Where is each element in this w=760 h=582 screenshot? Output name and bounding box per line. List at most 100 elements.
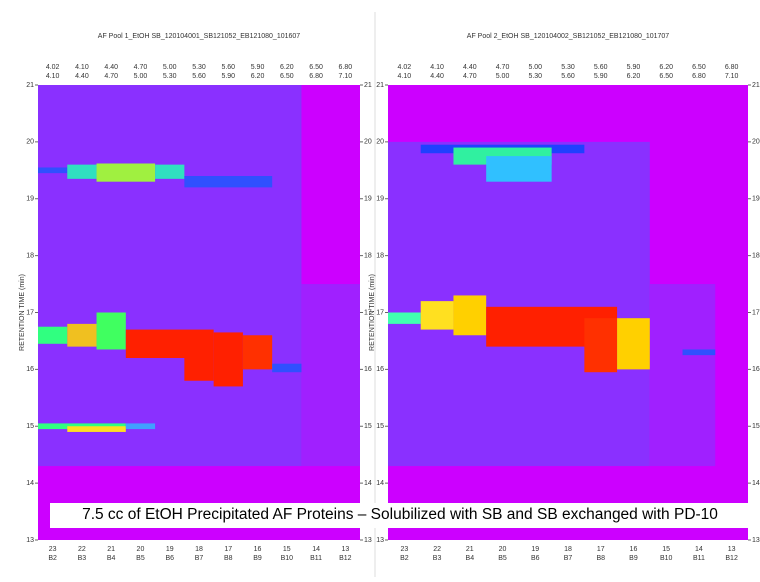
bottom-label: B8: [596, 555, 605, 562]
top-label: 4.70: [104, 73, 118, 80]
top-label: 5.60: [221, 64, 235, 71]
y-tick-label: 19: [376, 196, 384, 203]
top-label: 6.50: [692, 64, 706, 71]
band: [301, 284, 360, 466]
band: [155, 165, 184, 179]
y-tick-label: 14: [364, 480, 372, 487]
band: [650, 284, 715, 466]
top-label: 4.02: [398, 64, 412, 71]
bottom-label: B5: [136, 555, 145, 562]
band: [617, 318, 650, 369]
y-tick-label: 21: [752, 82, 760, 89]
top-label: 5.90: [221, 73, 235, 80]
top-label: 5.00: [134, 73, 148, 80]
bottom-label: B12: [339, 555, 352, 562]
bottom-label: B3: [433, 555, 442, 562]
band: [38, 85, 301, 466]
top-label: 4.40: [75, 73, 89, 80]
bottom-label: 16: [254, 546, 262, 553]
bottom-label: B4: [107, 555, 116, 562]
top-label: 4.10: [75, 64, 89, 71]
y-axis-label: RETENTION TIME (min): [19, 274, 26, 351]
y-tick-label: 15: [376, 423, 384, 430]
bottom-label: B5: [498, 555, 507, 562]
band: [683, 349, 716, 355]
top-label: 6.20: [659, 64, 673, 71]
top-label: 6.20: [280, 64, 294, 71]
top-label: 4.70: [463, 73, 477, 80]
y-tick-label: 14: [752, 480, 760, 487]
bottom-label: 19: [166, 546, 174, 553]
bottom-label: B11: [693, 555, 705, 562]
top-label: 4.70: [134, 64, 148, 71]
bottom-label: B12: [725, 555, 738, 562]
y-tick-label: 16: [376, 366, 384, 373]
bottom-label: B3: [78, 555, 87, 562]
top-label: 5.00: [496, 73, 510, 80]
bottom-label: B7: [195, 555, 204, 562]
top-label: 4.40: [104, 64, 118, 71]
y-tick-label: 19: [26, 196, 34, 203]
y-tick-label: 17: [376, 309, 384, 316]
bottom-label: B2: [48, 555, 57, 562]
top-label: 6.50: [659, 73, 673, 80]
top-label: 4.10: [46, 73, 60, 80]
band: [272, 364, 301, 373]
top-label: 5.30: [528, 73, 542, 80]
bottom-label: 17: [224, 546, 232, 553]
y-tick-label: 16: [364, 366, 372, 373]
top-label: 4.40: [463, 64, 477, 71]
band: [97, 163, 156, 181]
top-label: 5.60: [192, 73, 206, 80]
bottom-label: 15: [283, 546, 291, 553]
band: [38, 327, 67, 344]
top-label: 7.10: [725, 73, 739, 80]
bottom-label: B2: [400, 555, 409, 562]
top-label: 5.90: [251, 64, 265, 71]
band: [126, 330, 214, 358]
y-tick-label: 13: [376, 537, 384, 544]
y-tick-label: 20: [364, 139, 372, 146]
y-tick-label: 16: [752, 366, 760, 373]
bottom-label: 14: [312, 546, 320, 553]
y-tick-label: 20: [26, 139, 34, 146]
caption: 7.5 cc of EtOH Precipitated AF Proteins …: [82, 506, 718, 523]
y-tick-label: 21: [26, 82, 34, 89]
y-tick-label: 15: [752, 423, 760, 430]
bottom-label: B4: [466, 555, 475, 562]
y-tick-label: 14: [26, 480, 34, 487]
bottom-label: B9: [253, 555, 262, 562]
band: [126, 423, 155, 429]
top-label: 5.00: [528, 64, 542, 71]
band: [243, 335, 272, 369]
bottom-label: 22: [433, 546, 441, 553]
top-label: 6.20: [627, 73, 641, 80]
bottom-label: 19: [531, 546, 539, 553]
bottom-label: 21: [107, 546, 115, 553]
panel-title: AF Pool 2_EtOH SB_120104002_SB121052_EB1…: [467, 33, 669, 40]
y-tick-label: 18: [752, 252, 760, 259]
y-tick-label: 17: [26, 309, 34, 316]
bottom-label: B8: [224, 555, 233, 562]
bottom-label: 21: [466, 546, 474, 553]
bottom-label: B6: [165, 555, 174, 562]
top-label: 5.30: [163, 73, 177, 80]
top-label: 6.80: [339, 64, 353, 71]
band: [67, 426, 126, 432]
y-tick-label: 19: [752, 196, 760, 203]
top-label: 5.90: [594, 73, 608, 80]
screenshot: AF Pool 1_EtOH SB_120104001_SB121052_EB1…: [0, 0, 760, 577]
y-tick-label: 21: [376, 82, 384, 89]
y-tick-label: 17: [752, 309, 760, 316]
top-label: 4.10: [430, 64, 444, 71]
top-label: 4.02: [46, 64, 60, 71]
top-label: 6.80: [309, 73, 323, 80]
y-tick-label: 15: [26, 423, 34, 430]
y-tick-label: 16: [26, 366, 34, 373]
band: [67, 165, 96, 179]
top-label: 4.40: [430, 73, 444, 80]
bottom-label: 20: [137, 546, 145, 553]
bottom-label: 17: [597, 546, 605, 553]
bottom-label: 18: [195, 546, 203, 553]
top-label: 6.80: [725, 64, 739, 71]
